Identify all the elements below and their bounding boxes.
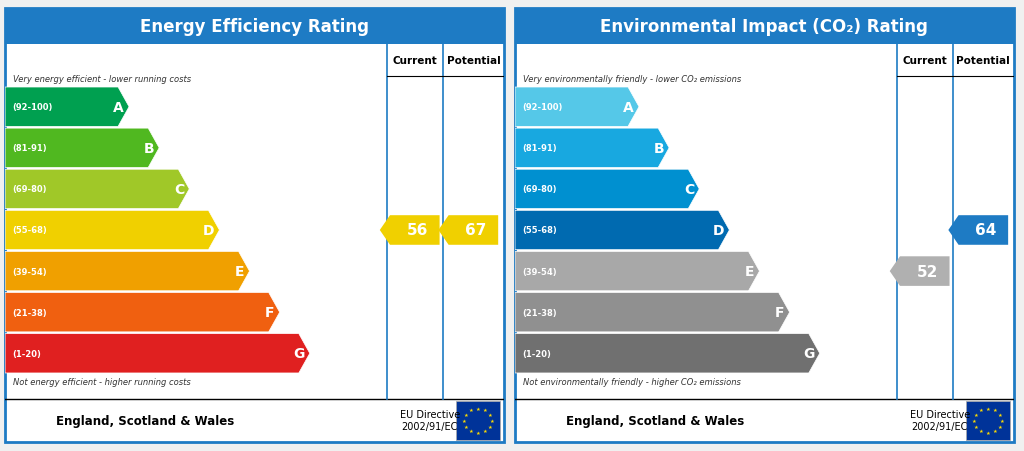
Text: ★: ★ bbox=[998, 424, 1002, 429]
Text: EU Directive
2002/91/EC: EU Directive 2002/91/EC bbox=[909, 410, 970, 431]
Text: Very environmentally friendly - lower CO₂ emissions: Very environmentally friendly - lower CO… bbox=[522, 74, 740, 83]
FancyBboxPatch shape bbox=[515, 9, 1014, 45]
FancyBboxPatch shape bbox=[457, 401, 501, 440]
Text: (21-38): (21-38) bbox=[522, 308, 557, 317]
Text: (55-68): (55-68) bbox=[12, 226, 47, 235]
Text: Not energy efficient - higher running costs: Not energy efficient - higher running co… bbox=[12, 377, 190, 386]
Text: ★: ★ bbox=[979, 428, 984, 433]
Text: B: B bbox=[143, 142, 155, 156]
Polygon shape bbox=[515, 88, 639, 127]
Text: ★: ★ bbox=[489, 418, 495, 423]
Text: 67: 67 bbox=[465, 223, 486, 238]
Text: Potential: Potential bbox=[446, 56, 501, 66]
Text: (92-100): (92-100) bbox=[522, 103, 563, 112]
Text: 56: 56 bbox=[407, 223, 428, 238]
Text: England, Scotland & Wales: England, Scotland & Wales bbox=[55, 414, 233, 427]
Text: Very energy efficient - lower running costs: Very energy efficient - lower running co… bbox=[12, 74, 190, 83]
Text: ★: ★ bbox=[469, 407, 474, 412]
FancyBboxPatch shape bbox=[5, 9, 504, 45]
Polygon shape bbox=[5, 293, 280, 332]
Text: ★: ★ bbox=[488, 424, 493, 429]
Text: (21-38): (21-38) bbox=[12, 308, 47, 317]
Text: F: F bbox=[775, 305, 784, 319]
Polygon shape bbox=[948, 216, 1009, 245]
Text: (81-91): (81-91) bbox=[522, 144, 557, 153]
Polygon shape bbox=[5, 170, 189, 209]
Text: ★: ★ bbox=[469, 428, 474, 433]
Text: (81-91): (81-91) bbox=[12, 144, 47, 153]
Polygon shape bbox=[5, 334, 310, 373]
Text: England, Scotland & Wales: England, Scotland & Wales bbox=[565, 414, 743, 427]
Text: (69-80): (69-80) bbox=[522, 185, 557, 194]
Text: Not environmentally friendly - higher CO₂ emissions: Not environmentally friendly - higher CO… bbox=[522, 377, 740, 386]
Text: ★: ★ bbox=[476, 430, 480, 435]
Polygon shape bbox=[515, 129, 669, 168]
Text: (39-54): (39-54) bbox=[12, 267, 47, 276]
Text: ★: ★ bbox=[974, 424, 979, 429]
Text: ★: ★ bbox=[993, 428, 997, 433]
Text: D: D bbox=[203, 224, 214, 238]
Text: (69-80): (69-80) bbox=[12, 185, 47, 194]
Text: ★: ★ bbox=[483, 428, 487, 433]
Text: G: G bbox=[804, 346, 815, 360]
Text: ★: ★ bbox=[999, 418, 1005, 423]
Polygon shape bbox=[515, 211, 729, 250]
Text: E: E bbox=[236, 264, 245, 278]
Text: A: A bbox=[624, 101, 634, 115]
Text: 52: 52 bbox=[916, 264, 938, 279]
Text: (1-20): (1-20) bbox=[12, 349, 42, 358]
Polygon shape bbox=[5, 88, 129, 127]
Text: ★: ★ bbox=[972, 418, 977, 423]
FancyBboxPatch shape bbox=[967, 401, 1011, 440]
Text: (55-68): (55-68) bbox=[522, 226, 557, 235]
Text: (92-100): (92-100) bbox=[12, 103, 53, 112]
Text: F: F bbox=[265, 305, 274, 319]
Text: ★: ★ bbox=[974, 412, 979, 417]
FancyBboxPatch shape bbox=[5, 9, 504, 442]
Text: A: A bbox=[114, 101, 124, 115]
Text: C: C bbox=[174, 183, 184, 197]
Text: ★: ★ bbox=[464, 424, 469, 429]
Text: G: G bbox=[294, 346, 305, 360]
Text: ★: ★ bbox=[998, 412, 1002, 417]
Polygon shape bbox=[515, 252, 760, 291]
Text: ★: ★ bbox=[488, 412, 493, 417]
Polygon shape bbox=[5, 211, 219, 250]
Text: 64: 64 bbox=[975, 223, 996, 238]
Text: Environmental Impact (CO₂) Rating: Environmental Impact (CO₂) Rating bbox=[600, 18, 929, 36]
Text: Energy Efficiency Rating: Energy Efficiency Rating bbox=[140, 18, 369, 36]
Text: ★: ★ bbox=[464, 412, 469, 417]
FancyBboxPatch shape bbox=[515, 9, 1014, 442]
Text: ★: ★ bbox=[483, 407, 487, 412]
Text: ★: ★ bbox=[979, 407, 984, 412]
Text: ★: ★ bbox=[986, 406, 990, 411]
Text: Current: Current bbox=[902, 56, 947, 66]
Text: EU Directive
2002/91/EC: EU Directive 2002/91/EC bbox=[399, 410, 460, 431]
Text: E: E bbox=[745, 264, 755, 278]
Polygon shape bbox=[438, 216, 499, 245]
Text: (1-20): (1-20) bbox=[522, 349, 552, 358]
Polygon shape bbox=[515, 170, 699, 209]
Text: C: C bbox=[684, 183, 694, 197]
Text: Potential: Potential bbox=[956, 56, 1011, 66]
Polygon shape bbox=[890, 257, 949, 286]
Text: ★: ★ bbox=[986, 430, 990, 435]
Polygon shape bbox=[515, 334, 820, 373]
Text: ★: ★ bbox=[462, 418, 467, 423]
Text: ★: ★ bbox=[993, 407, 997, 412]
Text: Current: Current bbox=[392, 56, 437, 66]
Text: B: B bbox=[653, 142, 665, 156]
Polygon shape bbox=[380, 216, 439, 245]
Polygon shape bbox=[5, 252, 250, 291]
Polygon shape bbox=[5, 129, 159, 168]
Text: D: D bbox=[713, 224, 724, 238]
Text: (39-54): (39-54) bbox=[522, 267, 557, 276]
Polygon shape bbox=[515, 293, 790, 332]
Text: ★: ★ bbox=[476, 406, 480, 411]
